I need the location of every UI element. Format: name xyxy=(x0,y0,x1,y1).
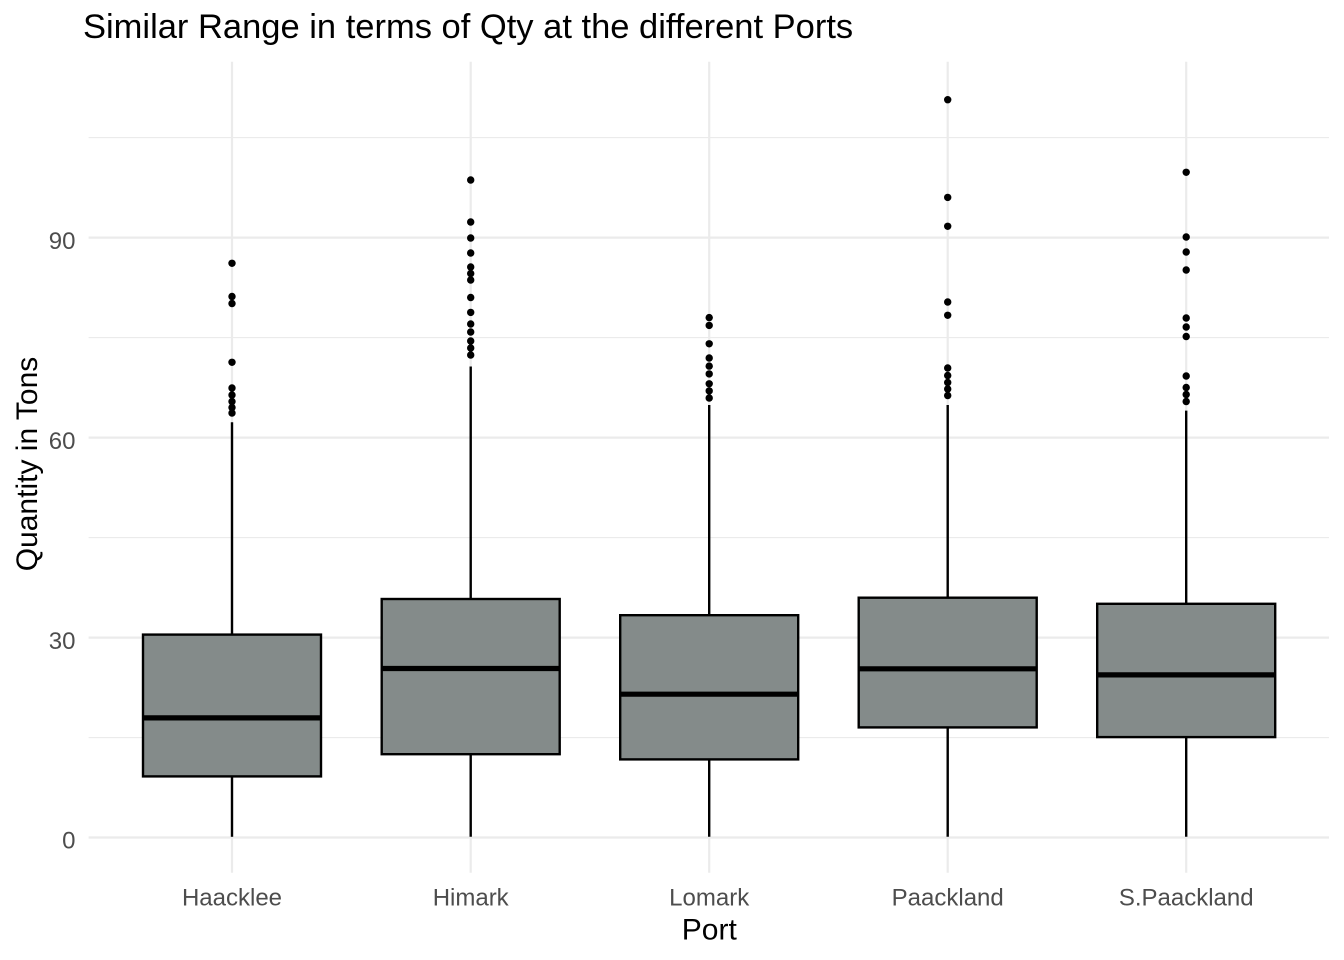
svg-text:Port: Port xyxy=(682,914,738,947)
svg-text:Similar Range in terms of Qty: Similar Range in terms of Qty at the dif… xyxy=(83,8,853,46)
svg-text:0: 0 xyxy=(62,828,75,855)
svg-text:Himark: Himark xyxy=(433,885,510,912)
svg-text:Paackland: Paackland xyxy=(892,885,1004,912)
svg-text:Haacklee: Haacklee xyxy=(182,885,282,912)
svg-text:Quantity in Tons: Quantity in Tons xyxy=(11,357,44,572)
svg-text:S.Paackland: S.Paackland xyxy=(1119,885,1254,912)
svg-text:Lomark: Lomark xyxy=(669,885,750,912)
svg-text:30: 30 xyxy=(49,628,76,655)
svg-text:60: 60 xyxy=(49,428,76,455)
svg-text:90: 90 xyxy=(49,228,76,255)
